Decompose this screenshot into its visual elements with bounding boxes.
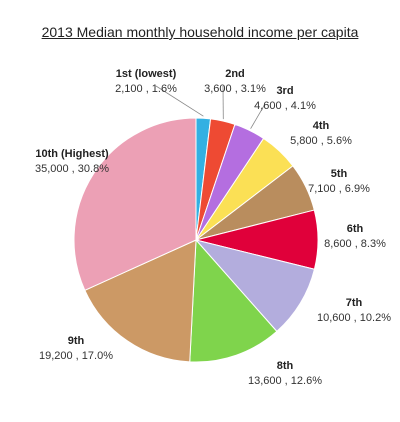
slice-value-label-3: 4,600 , 4.1% xyxy=(254,100,316,112)
slice-label-6: 6th xyxy=(347,223,364,235)
slice-value-label-6: 8,600 , 8.3% xyxy=(324,238,386,250)
pie-slice-9 xyxy=(84,239,197,363)
slice-value-label-9: 19,200 , 17.0% xyxy=(39,350,113,362)
leader-line-1 xyxy=(155,85,204,117)
slice-label-1: 1st (lowest) xyxy=(116,68,177,80)
slice-label-5: 5th xyxy=(331,168,348,180)
pie-slice-10 xyxy=(73,117,197,291)
leader-line-3 xyxy=(250,103,266,129)
slice-value-label-5: 7,100 , 6.9% xyxy=(308,183,370,195)
slice-value-label-8: 13,600 , 12.6% xyxy=(248,375,322,387)
slice-label-9: 9th xyxy=(68,335,85,347)
slice-label-7: 7th xyxy=(346,297,363,309)
slice-label-2: 2nd xyxy=(225,68,245,80)
slice-value-label-4: 5,800 , 5.6% xyxy=(290,135,352,147)
slice-label-8: 8th xyxy=(277,360,294,372)
slice-value-label-10: 35,000 , 30.8% xyxy=(35,163,109,175)
slice-label-3: 3rd xyxy=(276,85,293,97)
pie-slice-8 xyxy=(189,238,278,363)
chart-title-text: 2013 Median monthly household income per… xyxy=(41,24,359,40)
slice-value-label-1: 2,100 , 1.6% xyxy=(115,83,177,95)
slice-label-4: 4th xyxy=(313,120,330,132)
pie-slice-7 xyxy=(194,239,316,333)
slice-value-label-7: 10,600 , 10.2% xyxy=(317,312,391,324)
slice-value-label-2: 3,600 , 3.1% xyxy=(204,83,266,95)
chart-title: 2013 Median monthly household income per… xyxy=(0,24,400,40)
slice-label-10: 10th (Highest) xyxy=(35,148,109,160)
